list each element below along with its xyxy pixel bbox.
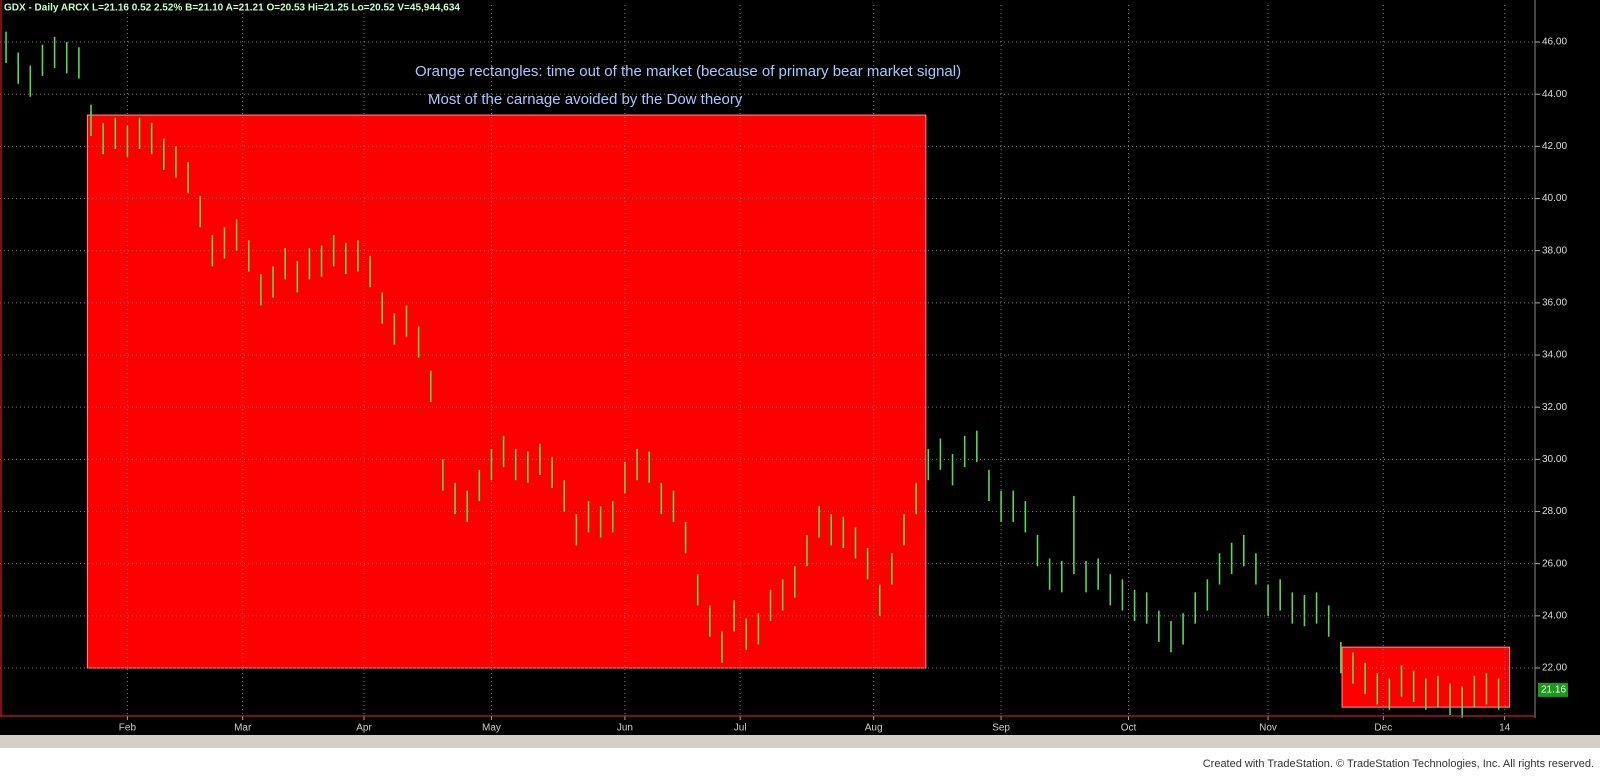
x-tick-label: Sep xyxy=(992,723,1010,734)
y-tick-label: 24.00 xyxy=(1542,610,1567,621)
footer: Created with TradeStation. © TradeStatio… xyxy=(1203,758,1594,770)
scrollbar[interactable] xyxy=(0,735,1600,748)
y-tick-label: 30.00 xyxy=(1542,454,1567,465)
x-tick-label: Feb xyxy=(119,723,137,734)
shaded-region xyxy=(86,114,927,669)
x-tick-label: Jul xyxy=(734,723,747,734)
x-tick-label: Aug xyxy=(865,723,883,734)
y-tick-label: 44.00 xyxy=(1542,89,1567,100)
x-tick-label: Jun xyxy=(617,723,633,734)
x-tick-label: Dec xyxy=(1374,723,1392,734)
y-tick-label: 38.00 xyxy=(1542,245,1567,256)
x-tick-label: Oct xyxy=(1121,723,1137,734)
annotation: Orange rectangles: time out of the marke… xyxy=(415,63,961,80)
y-tick-label: 46.00 xyxy=(1542,37,1567,48)
y-tick-label: 42.00 xyxy=(1542,141,1567,152)
y-tick-label: 26.00 xyxy=(1542,558,1567,569)
x-tick-label: Nov xyxy=(1259,723,1277,734)
header: GDX - Daily ARCX L=21.16 0.52 2.52% B=21… xyxy=(4,3,460,14)
y-tick-label: 28.00 xyxy=(1542,506,1567,517)
y-tick-label: 34.00 xyxy=(1542,350,1567,361)
annotation: Most of the carnage avoided by the Dow t… xyxy=(428,91,743,108)
y-tick-label: 22.00 xyxy=(1542,663,1567,674)
y-tick-label: 36.00 xyxy=(1542,297,1567,308)
x-tick-label: 14 xyxy=(1499,723,1511,734)
x-tick-label: Mar xyxy=(234,723,252,734)
y-tick-label: 32.00 xyxy=(1542,402,1567,413)
last-price-label: 21.16 xyxy=(1541,685,1566,696)
last-price-box xyxy=(1538,682,1568,697)
x-tick-label: Apr xyxy=(356,723,372,734)
x-tick-label: May xyxy=(482,723,501,734)
y-tick-label: 40.00 xyxy=(1542,193,1567,204)
